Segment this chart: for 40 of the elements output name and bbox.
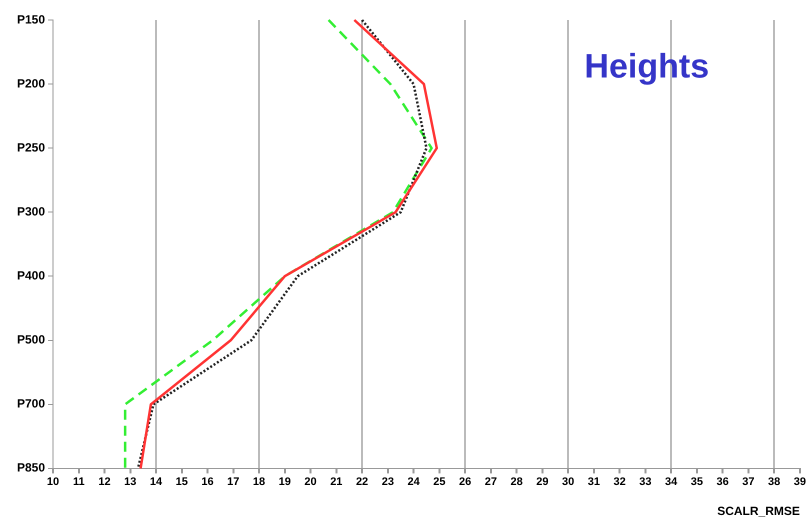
x-tick-label: 17	[227, 476, 240, 488]
x-tick-label: 25	[433, 476, 446, 488]
x-tick-label: 28	[510, 476, 523, 488]
x-tick-label: 19	[278, 476, 291, 488]
y-tick-label: P700	[16, 396, 46, 411]
y-tick-label: P500	[16, 332, 46, 347]
y-tick-label: P200	[16, 76, 46, 90]
x-tick-label: 29	[536, 476, 548, 488]
x-tick-label: 15	[176, 476, 188, 488]
x-tick-label: 27	[484, 476, 497, 488]
x-axis-title: SCALR_RMSE	[717, 504, 800, 518]
annotation: Heights	[584, 47, 710, 86]
x-tick-label: 38	[768, 476, 780, 488]
x-tick-label: 24	[407, 476, 421, 488]
x-tick-label: 34	[664, 476, 678, 488]
x-tick-label: 33	[639, 476, 652, 488]
x-tick-label: 21	[330, 476, 342, 488]
x-tick-label: 13	[124, 476, 136, 488]
x-tick-label: 12	[98, 476, 111, 488]
x-tick-label: 36	[716, 476, 729, 488]
x-tick-label: 31	[588, 476, 600, 488]
x-tick-label: 35	[690, 476, 703, 488]
x-tick-label: 18	[252, 476, 266, 488]
x-tick-label: 20	[304, 476, 317, 488]
x-tick-label: 16	[201, 476, 214, 488]
x-tick-label: 32	[613, 476, 626, 488]
x-tick-label: 11	[72, 476, 85, 488]
x-tick-label: 37	[742, 476, 754, 488]
x-tick-label: 39	[794, 476, 806, 488]
x-tick-label: 23	[382, 476, 394, 488]
y-tick-label: P150	[16, 12, 46, 26]
y-tick-label: P850	[16, 460, 46, 475]
x-tick-label: 26	[458, 476, 472, 488]
x-tick-label: 22	[356, 476, 368, 488]
x-tick-label: 30	[562, 476, 574, 488]
y-tick-label: P300	[16, 204, 46, 218]
x-tick-label: 10	[46, 476, 60, 488]
y-tick-label: P400	[16, 268, 46, 283]
y-tick-label: P250	[16, 140, 46, 154]
x-tick-label: 14	[150, 476, 164, 488]
